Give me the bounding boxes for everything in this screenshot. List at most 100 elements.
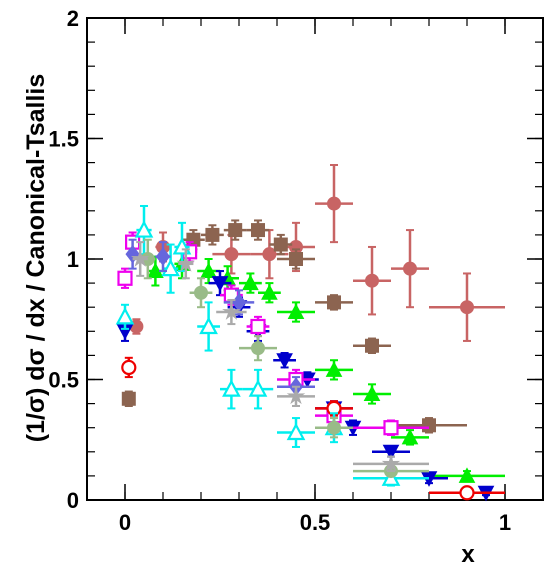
marker-triangle-up [286, 422, 306, 441]
data-point [277, 248, 315, 270]
data-point [315, 400, 353, 417]
marker-circle [460, 300, 474, 315]
data-point [189, 277, 213, 309]
data-point [315, 359, 353, 381]
y-tick-label: 0.5 [48, 368, 79, 393]
marker-circle [121, 359, 137, 376]
marker-circle [194, 285, 208, 300]
marker-circle [327, 196, 341, 211]
marker-triangle-up [287, 303, 305, 320]
marker-triangle-up [199, 316, 218, 335]
data-point [269, 233, 293, 256]
marker-star [286, 386, 306, 405]
data-point [246, 219, 270, 241]
marker-star [381, 454, 401, 472]
marker-triangle-up [222, 379, 241, 397]
data-point [201, 224, 224, 246]
marker-triangle-down [382, 444, 400, 461]
data-point [315, 164, 353, 244]
data-point [121, 356, 137, 379]
axis-ticks: 0 0.5 1 0 0.5 1 1.5 2 [48, 6, 544, 535]
marker-circle [251, 341, 265, 356]
marker-square [289, 252, 303, 266]
marker-square [422, 418, 436, 433]
marker-square [228, 223, 243, 238]
series-9 [130, 241, 429, 473]
data-point [429, 467, 505, 483]
marker-triangle-up [261, 284, 278, 300]
data-point [242, 368, 274, 410]
marker-triangle-up [248, 379, 268, 397]
x-tick-label: 0 [119, 510, 131, 535]
marker-circle [224, 247, 239, 262]
marker-triangle-up [242, 274, 259, 291]
marker-square [327, 295, 341, 310]
marker-star [222, 302, 241, 320]
marker-triangle-up [401, 428, 419, 445]
data-point [391, 417, 467, 434]
marker-triangle-down [211, 276, 229, 292]
data-point [115, 303, 135, 330]
y-tick-label: 1 [67, 247, 79, 272]
data-point [353, 337, 391, 354]
data-point [277, 301, 315, 323]
data-point [429, 272, 505, 342]
marker-triangle-up [200, 262, 217, 279]
marker-square [250, 318, 266, 335]
data-point [273, 351, 296, 369]
data-point [353, 419, 429, 436]
data-point [176, 248, 196, 280]
data-point [223, 219, 247, 241]
marker-square [117, 270, 133, 286]
marker-circle [365, 273, 379, 288]
data-point [429, 485, 505, 501]
data-point [147, 255, 164, 287]
marker-triangle-up [363, 385, 381, 401]
data-point [197, 301, 220, 352]
data-point [121, 390, 136, 408]
marker-diamond [155, 247, 171, 266]
data-point [216, 298, 247, 326]
data-point [258, 282, 281, 304]
marker-square [273, 237, 288, 252]
data-point [391, 229, 429, 309]
marker-triangle-up [458, 467, 476, 483]
y-axis-title: (1/σ) dσ / dx / Canonical-Tsallis [22, 74, 50, 443]
data-point [239, 272, 262, 294]
marker-triangle-down [276, 353, 293, 369]
data-point [117, 267, 133, 289]
y-tick-label: 2 [67, 6, 79, 31]
marker-circle [327, 420, 341, 435]
data-point [353, 383, 391, 405]
data-point [130, 241, 150, 277]
series-5 [121, 356, 505, 501]
marker-circle [459, 485, 475, 501]
marker-square [121, 391, 136, 406]
data-point [220, 368, 243, 410]
data-point [391, 428, 429, 446]
data-point [134, 204, 154, 256]
marker-square [251, 223, 265, 238]
data-point [223, 289, 255, 316]
data-point [315, 417, 353, 439]
marker-triangle-up [325, 361, 343, 377]
y-tick-label: 1.5 [48, 127, 79, 152]
data-marks [115, 164, 505, 502]
marker-triangle-up [134, 220, 154, 238]
marker-star [176, 254, 196, 272]
x-axis-title: x [461, 541, 475, 568]
x-tick-label: 1 [499, 510, 511, 535]
x-tick-label: 0.5 [300, 510, 331, 535]
data-point [315, 294, 353, 311]
marker-circle [262, 247, 277, 262]
marker-triangle-up [115, 307, 135, 325]
data-point [239, 335, 277, 362]
data-point [277, 417, 315, 448]
data-point [246, 315, 270, 338]
marker-square [383, 420, 399, 436]
data-point [353, 245, 391, 316]
marker-circle [403, 261, 417, 276]
data-point [277, 385, 315, 408]
data-point [155, 241, 171, 273]
